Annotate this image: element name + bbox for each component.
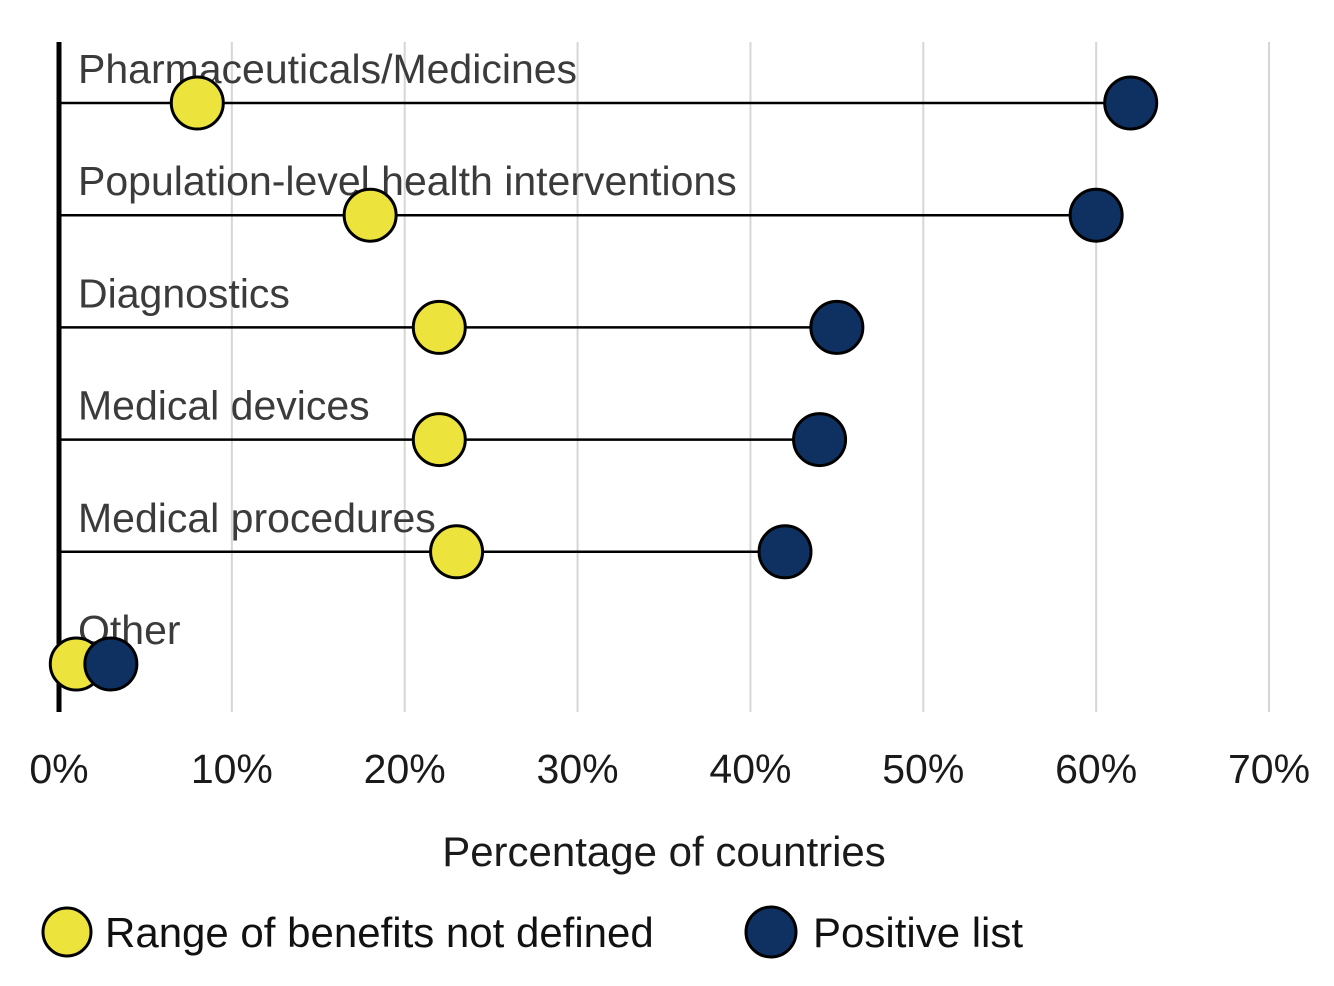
legend: Range of benefits not defined Positive l…	[41, 905, 1023, 959]
x-tick-label: 60%	[1055, 746, 1137, 792]
x-tick-label: 20%	[364, 746, 446, 792]
x-tick-labels-group: 0% 10% 20% 30% 40% 50% 60% 70%	[29, 746, 1310, 792]
x-tick-label: 40%	[709, 746, 791, 792]
x-tick-label: 70%	[1228, 746, 1310, 792]
x-tick-label: 50%	[882, 746, 964, 792]
dot-positive-list	[792, 412, 848, 468]
x-axis-title: Percentage of countries	[442, 828, 886, 875]
legend-swatch-not-defined	[41, 906, 93, 958]
dot-range-not-defined	[169, 75, 225, 131]
dot-range-not-defined	[429, 524, 485, 580]
dot-positive-list	[757, 524, 813, 580]
legend-swatch-positive-list	[744, 905, 798, 959]
gridlines-group	[230, 42, 1270, 712]
category-label: Pharmaceuticals/Medicines	[78, 46, 577, 92]
chart-rows-group: Pharmaceuticals/Medicines Population-leve…	[59, 46, 1131, 666]
dot-positive-list	[1103, 75, 1159, 131]
category-label: Medical procedures	[78, 495, 436, 541]
legend-label-positive-list: Positive list	[813, 909, 1023, 956]
legend-label-not-defined: Range of benefits not defined	[105, 909, 654, 956]
dot-positive-list	[1068, 187, 1124, 243]
dots-group	[48, 75, 1159, 692]
dot-range-not-defined	[342, 187, 398, 243]
dot-positive-list	[83, 636, 139, 692]
dot-range-not-defined	[411, 299, 467, 355]
dot-positive-list	[809, 299, 865, 355]
dot-range-not-defined	[411, 412, 467, 468]
category-label: Diagnostics	[78, 270, 290, 316]
x-tick-label: 0%	[29, 746, 88, 792]
category-label: Medical devices	[78, 383, 370, 429]
x-tick-label: 10%	[191, 746, 273, 792]
x-tick-label: 30%	[537, 746, 619, 792]
category-label: Population-level health interventions	[78, 158, 737, 204]
